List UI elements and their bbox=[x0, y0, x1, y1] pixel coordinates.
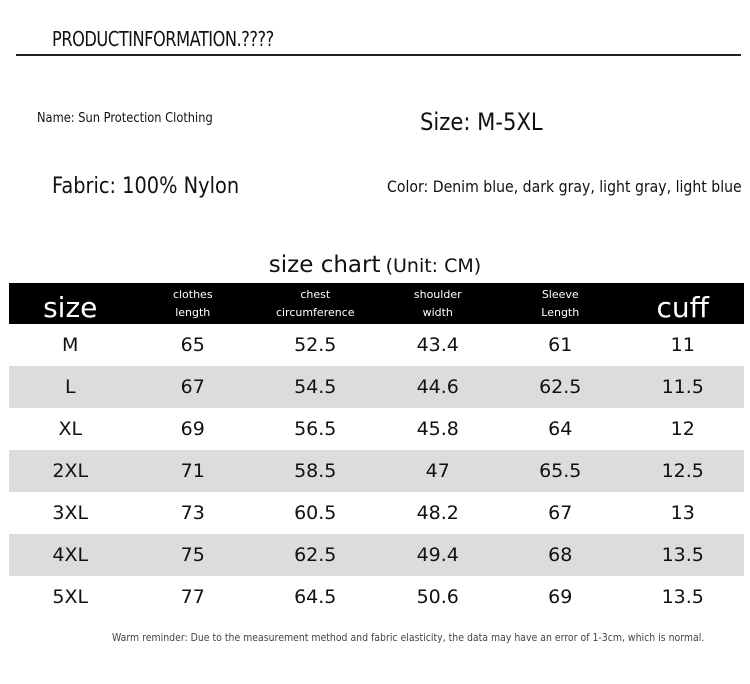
product-fabric: Fabric: 100% Nylon bbox=[52, 174, 240, 199]
header-text: clothes bbox=[172, 287, 213, 301]
product-size: Size: M-5XL bbox=[420, 108, 543, 136]
table-cell: 73 bbox=[180, 502, 205, 524]
table-cell: 4XL bbox=[9, 534, 132, 576]
table-cell: 65 bbox=[180, 334, 205, 356]
table-cell: 77 bbox=[180, 586, 205, 608]
header-text: chest bbox=[300, 287, 331, 301]
table-row: 3XL 73 60.5 48.2 67 13 bbox=[9, 492, 744, 534]
table-cell: 58.5 bbox=[254, 450, 377, 492]
size-table: size clothes length chest circumference shoul… bbox=[9, 283, 744, 618]
header-text: size bbox=[43, 291, 98, 324]
table-cell: XL bbox=[58, 418, 83, 440]
header-cell: size bbox=[9, 283, 132, 324]
table-cell: 13.5 bbox=[621, 534, 744, 576]
table-cell: 12 bbox=[670, 418, 695, 440]
table-cell: 62.5 bbox=[499, 366, 622, 408]
table-cell: 13 bbox=[670, 502, 695, 524]
table-cell: 56.5 bbox=[294, 418, 337, 440]
table-cell: 50.6 bbox=[416, 586, 459, 608]
table-cell: 52.5 bbox=[294, 334, 337, 356]
table-cell: 69 bbox=[180, 418, 205, 440]
header-text: width bbox=[422, 305, 453, 319]
table-cell: 47 bbox=[376, 450, 499, 492]
table-cell: 71 bbox=[131, 450, 254, 492]
table-cell: 65.5 bbox=[499, 450, 622, 492]
table-cell: 11 bbox=[670, 334, 695, 356]
table-cell: 48.2 bbox=[416, 502, 459, 524]
table-body: M 65 52.5 43.4 61 11 L 67 54.5 44.6 62.5 11.5 XL 69 56… bbox=[9, 324, 744, 618]
header-cell: shoulder width bbox=[376, 283, 499, 324]
table-cell: 67 bbox=[131, 366, 254, 408]
table-cell: 54.5 bbox=[254, 366, 377, 408]
table-cell: 62.5 bbox=[254, 534, 377, 576]
product-name: Name: Sun Protection Clothing bbox=[37, 111, 213, 126]
table-cell: 49.4 bbox=[376, 534, 499, 576]
table-row: M 65 52.5 43.4 61 11 bbox=[9, 324, 744, 366]
header-cell: clothes length bbox=[131, 283, 254, 324]
header-cell: cuff bbox=[621, 283, 744, 324]
table-cell: 13.5 bbox=[661, 586, 704, 608]
table-row: L 67 54.5 44.6 62.5 11.5 bbox=[9, 366, 744, 408]
table-row: 2XL 71 58.5 47 65.5 12.5 bbox=[9, 450, 744, 492]
table-cell: 3XL bbox=[52, 502, 89, 524]
header-text: shoulder bbox=[413, 287, 462, 301]
table-cell: 43.4 bbox=[416, 334, 459, 356]
chart-title: size chart (Unit: CM) bbox=[0, 252, 750, 278]
table-cell: 12.5 bbox=[621, 450, 744, 492]
table-cell: M bbox=[62, 334, 79, 356]
header-text: length bbox=[175, 305, 211, 319]
table-row: 5XL 77 64.5 50.6 69 13.5 bbox=[9, 576, 744, 618]
table-cell: 64 bbox=[548, 418, 573, 440]
table-cell: 61 bbox=[548, 334, 573, 356]
table-cell: 11.5 bbox=[621, 366, 744, 408]
table-cell: 2XL bbox=[9, 450, 132, 492]
table-cell: 67 bbox=[548, 502, 573, 524]
chart-title-unit: (Unit: CM) bbox=[385, 255, 482, 277]
table-cell: 45.8 bbox=[416, 418, 459, 440]
product-color: Color: Denim blue, dark gray, light gray… bbox=[387, 177, 742, 196]
warm-reminder: Warm reminder: Due to the measurement me… bbox=[112, 631, 705, 644]
header-text: Sleeve bbox=[541, 287, 579, 301]
header-title: PRODUCTINFORMATION.???? bbox=[52, 27, 274, 51]
chart-title-main: size chart bbox=[268, 252, 381, 278]
table-cell: 68 bbox=[499, 534, 622, 576]
table-cell: 75 bbox=[131, 534, 254, 576]
header-text: cuff bbox=[656, 291, 709, 324]
header-cell: Sleeve Length bbox=[499, 283, 622, 324]
table-cell: 44.6 bbox=[376, 366, 499, 408]
table-cell: L bbox=[9, 366, 132, 408]
header-cell: chest circumference bbox=[254, 283, 377, 324]
table-cell: 64.5 bbox=[294, 586, 337, 608]
table-cell: 5XL bbox=[52, 586, 89, 608]
table-row: XL 69 56.5 45.8 64 12 bbox=[9, 408, 744, 450]
table-cell: 60.5 bbox=[294, 502, 337, 524]
header-text: circumference bbox=[275, 305, 355, 319]
header-row: size clothes length chest circumference shoul… bbox=[9, 283, 744, 324]
table-cell: 69 bbox=[548, 586, 573, 608]
header-text: Length bbox=[541, 305, 580, 319]
header-rule bbox=[16, 54, 741, 56]
table-row: 4XL 75 62.5 49.4 68 13.5 bbox=[9, 534, 744, 576]
